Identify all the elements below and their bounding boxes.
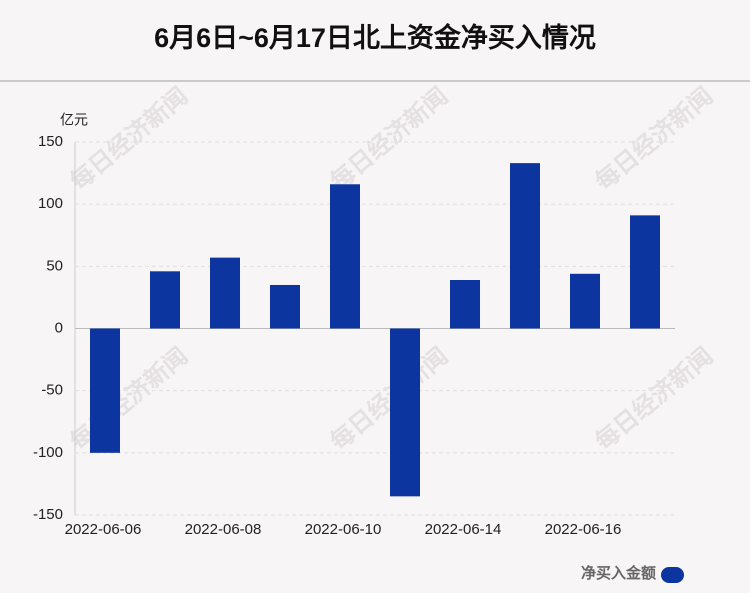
bar: [270, 284, 300, 329]
x-tick-label: 2022-06-10: [305, 521, 382, 538]
legend-label: 净买入金额: [581, 564, 656, 582]
x-tick-label: 2022-06-14: [425, 521, 502, 538]
y-tick-label: -50: [41, 382, 63, 399]
x-tick-label: 2022-06-08: [185, 521, 262, 538]
chart-title: 6月6日~6月17日北上资金净买入情况: [154, 22, 596, 53]
bar: [510, 163, 540, 329]
bar: [630, 215, 660, 329]
bar: [390, 328, 420, 497]
y-tick-label: 150: [38, 133, 63, 150]
x-tick-label: 2022-06-16: [545, 521, 622, 538]
y-tick-label: -150: [33, 506, 63, 523]
y-tick-label: 50: [46, 257, 63, 274]
bar: [210, 257, 240, 329]
y-tick-label: -100: [33, 444, 63, 461]
x-tick-label: 2022-06-06: [65, 521, 142, 538]
y-tick-label: 100: [38, 195, 63, 212]
y-tick-label: 0: [55, 319, 63, 336]
legend-swatch: [661, 567, 684, 583]
bar: [450, 280, 480, 329]
bar: [330, 184, 360, 329]
bar: [150, 271, 180, 329]
y-unit: 亿元: [60, 112, 88, 128]
bar: [90, 328, 120, 453]
bar: [570, 273, 600, 329]
